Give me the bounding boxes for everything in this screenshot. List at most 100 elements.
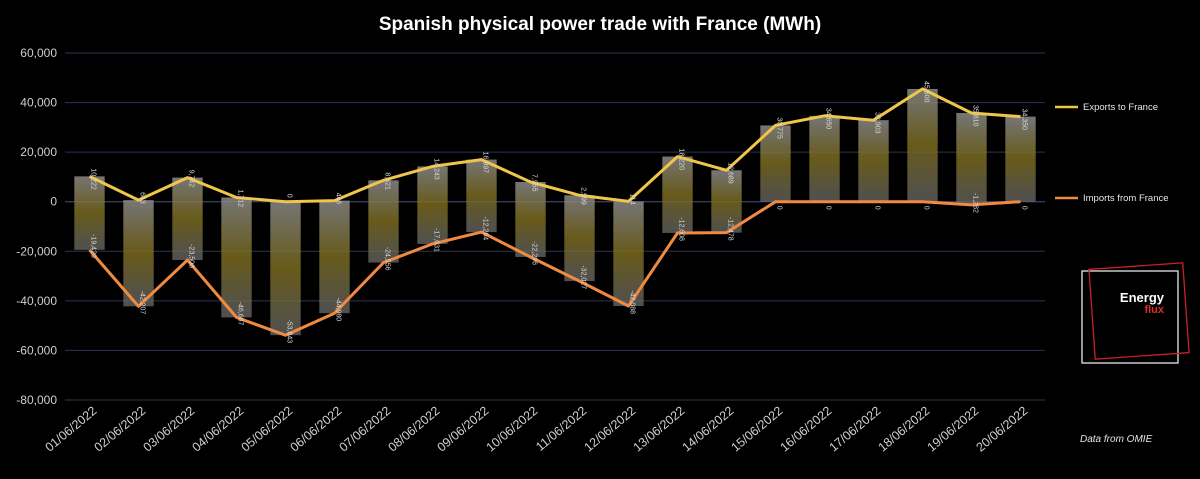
imports-data-label: -46,687 [237,302,244,326]
imports-data-label: 0 [825,206,832,210]
legend-label-imports: Imports from France [1083,193,1169,204]
x-tick-label: 13/06/2022 [631,404,688,455]
trade-range-bar [123,200,154,307]
exports-data-label: 34,350 [1021,109,1028,131]
trade-range-bar [809,115,840,202]
trade-range-bar [74,176,105,250]
y-tick-label: 40,000 [20,96,57,110]
energyflux-logo: Energy flux [1081,262,1190,364]
legend-label-exports: Exports to France [1083,102,1158,113]
y-tick-label: 0 [50,195,57,209]
trade-range-bar [319,200,350,314]
trade-range-bar [270,201,301,336]
imports-data-label: -42,088 [629,290,636,314]
trade-range-bar [564,195,595,282]
exports-data-label: 12,689 [727,162,734,184]
imports-data-label: -12,478 [727,217,734,241]
y-tick-label: -40,000 [16,294,57,308]
trade-range-bar [368,180,399,263]
exports-data-label: 34,650 [825,108,832,130]
exports-data-label: 10,222 [90,168,97,190]
chart-title: Spanish physical power trade with France… [379,14,821,35]
imports-data-label: -22,296 [531,241,538,265]
trade-range-bar [662,156,693,233]
trade-range-bar [858,120,889,202]
imports-data-label: -53,843 [286,319,293,343]
x-tick-label: 09/06/2022 [435,404,492,455]
trade-range-bar [515,181,546,257]
x-tick-label: 05/06/2022 [239,404,296,455]
x-tick-label: 11/06/2022 [533,404,589,454]
logo-text-energy: Energy [1120,290,1165,305]
data-labels: 10,222 643 9,742 1,712 0 446 8,621 14,243 16,997… [90,81,1028,343]
series-lines [88,87,1021,337]
x-tick-label: 12/06/2022 [582,404,639,455]
trade-range-bar [907,88,938,202]
x-tick-label: 07/06/2022 [337,404,394,455]
imports-data-label: -12,264 [482,216,489,240]
imports-data-label: -12,608 [678,217,685,241]
x-tick-label: 17/06/2022 [827,404,884,455]
x-tick-label: 14/06/2022 [680,404,737,455]
trade-range-bar [466,159,497,233]
logo-text-flux: flux [1144,304,1164,316]
trade-range-bar [172,177,203,260]
imports-data-label: -32,027 [580,265,587,289]
exports-data-label: 1,712 [237,189,244,207]
exports-data-label: 14,243 [433,158,440,180]
exports-data-label: 114 [629,193,636,204]
exports-data-label: 9,742 [188,170,195,188]
x-tick-label: 03/06/2022 [141,404,198,455]
exports-data-label: 0 [286,194,293,198]
exports-data-label: 18,220 [678,149,685,171]
x-tick-label: 10/06/2022 [484,404,541,455]
x-tick-label: 06/06/2022 [288,404,345,455]
trade-range-bar [711,170,742,233]
x-tick-label: 04/06/2022 [190,404,247,455]
x-tick-label: 15/06/2022 [729,404,786,455]
logo-frame-white [1081,270,1179,364]
y-tick-label: 60,000 [20,46,57,60]
x-tick-label: 02/06/2022 [92,404,149,455]
x-tick-label: 18/06/2022 [876,404,933,455]
x-tick-label: 19/06/2022 [925,404,982,455]
exports-data-label: 35,810 [972,105,979,127]
imports-data-label: -1,282 [972,193,979,213]
imports-data-label: -23,508 [188,244,195,268]
exports-data-label: 446 [335,193,342,205]
logo-frame-red [1088,262,1190,360]
imports-data-label: 0 [923,206,930,210]
trade-range-bar [1005,116,1036,202]
exports-data-label: 2,599 [580,187,587,205]
imports-data-label: -24,556 [384,247,391,271]
imports-data-label: -17,031 [433,228,440,252]
y-tick-label: -80,000 [16,393,57,407]
imports-data-label: -44,980 [335,297,342,321]
trade-range-bar [221,197,252,318]
y-tick-label: 20,000 [20,145,57,159]
trade-range-bar [956,112,987,205]
y-tick-label: -20,000 [16,244,57,258]
imports-data-label: -19,429 [90,234,97,258]
exports-data-label: 32,903 [874,112,881,134]
y-tick-label: -60,000 [16,343,57,357]
exports-data-label: 8,621 [384,172,391,190]
x-tick-label: 16/06/2022 [778,404,835,455]
y-axis: 60,000 40,000 20,000 0 -20,000 -40,000 -60,000… [16,46,57,407]
imports-data-label: -42,207 [139,291,146,315]
x-axis: 01/06/202202/06/202203/06/202204/06/2022… [43,404,1031,455]
imports-data-label: 0 [874,206,881,210]
imports-data-label: 0 [1021,206,1028,210]
exports-line [88,87,1021,204]
x-tick-label: 20/06/2022 [974,404,1031,455]
exports-data-label: 45,500 [923,81,930,103]
imports-line [88,200,1021,337]
x-tick-label: 01/06/2022 [43,404,100,455]
x-tick-label: 08/06/2022 [386,404,443,455]
source-note: Data from OMIE [1080,434,1153,445]
imports-data-label: 0 [776,206,783,210]
trade-range-bar [417,166,448,244]
exports-data-label: 643 [139,192,146,204]
trade-range-bar [760,125,791,202]
